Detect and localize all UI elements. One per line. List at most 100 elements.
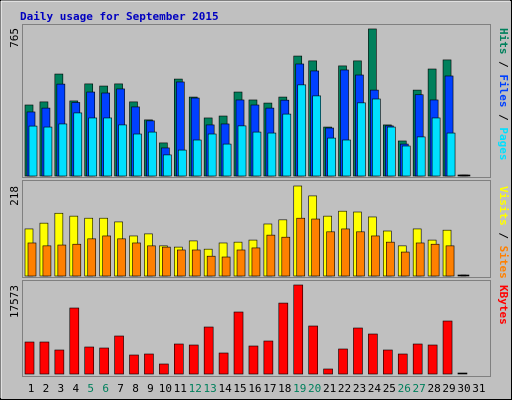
x-tick-label: 14 <box>218 382 232 395</box>
bar <box>39 341 50 375</box>
x-tick-label: 1 <box>28 382 35 395</box>
bar <box>222 143 232 177</box>
x-tick-label: 16 <box>248 382 261 395</box>
bar <box>192 139 202 177</box>
bar <box>148 131 157 177</box>
bar <box>308 325 318 375</box>
bar <box>397 353 408 375</box>
bar <box>178 149 187 177</box>
x-tick-label: 3 <box>58 382 65 395</box>
bar <box>326 231 335 277</box>
x-tick-label: 24 <box>368 382 382 395</box>
x-tick-label: 21 <box>323 382 336 395</box>
bar <box>69 307 80 375</box>
x-tick-label: 2 <box>43 382 50 395</box>
bar <box>177 249 186 277</box>
bar <box>460 274 470 277</box>
x-tick-label: 8 <box>132 382 139 395</box>
bar <box>401 145 411 177</box>
bar <box>57 244 67 277</box>
bar <box>103 117 112 177</box>
x-tick-label: 18 <box>278 382 291 395</box>
bar <box>278 302 289 375</box>
bar <box>207 133 217 177</box>
bar <box>296 217 306 277</box>
bar <box>445 245 455 277</box>
bar <box>430 243 440 277</box>
bar <box>163 154 172 177</box>
bar <box>42 245 52 277</box>
bar <box>191 249 201 277</box>
bar <box>282 113 292 177</box>
x-tick-label: 20 <box>308 382 321 395</box>
bar <box>431 117 441 177</box>
bar <box>206 255 216 277</box>
bar <box>400 251 410 277</box>
bar <box>293 284 304 375</box>
x-tick-label: 7 <box>117 382 124 395</box>
x-tick-label: 13 <box>204 382 217 395</box>
bar <box>88 117 98 177</box>
bar <box>368 333 378 375</box>
bar <box>341 228 350 277</box>
bar <box>281 236 291 277</box>
bar <box>267 132 277 177</box>
legend-entry: Sites <box>497 246 510 279</box>
bar <box>251 247 261 277</box>
x-tick-label: 5 <box>87 382 94 395</box>
y-tick-label: 17573 <box>8 285 21 318</box>
bar <box>147 245 156 277</box>
x-tick-label: 22 <box>338 382 351 395</box>
x-tick-label: 11 <box>174 382 187 395</box>
bar <box>412 343 423 375</box>
x-tick-label: 23 <box>353 382 366 395</box>
bar <box>263 340 274 375</box>
bar <box>371 235 380 277</box>
x-tick-label: 17 <box>263 382 276 395</box>
bar <box>87 238 97 277</box>
bar <box>118 124 127 177</box>
x-tick-label: 30 <box>457 382 470 395</box>
bar <box>446 132 456 177</box>
bar <box>54 349 65 375</box>
x-tick-label: 19 <box>293 382 306 395</box>
bar <box>353 327 363 375</box>
x-tick-label: 9 <box>147 382 154 395</box>
bar <box>461 174 471 177</box>
bar <box>383 349 393 375</box>
bar <box>129 354 139 375</box>
bar <box>117 238 126 277</box>
bar <box>73 112 83 177</box>
x-tick-label: 12 <box>189 382 202 395</box>
bar <box>188 344 199 375</box>
legend-entry: Files <box>497 74 510 107</box>
x-tick-label: 29 <box>442 382 455 395</box>
bar <box>387 126 396 177</box>
bar <box>233 311 244 375</box>
bar <box>24 341 35 375</box>
bar <box>356 231 365 277</box>
bar <box>372 98 381 177</box>
bar <box>248 345 259 375</box>
bar <box>342 139 351 177</box>
bar <box>27 242 37 277</box>
bar <box>144 353 154 375</box>
bar <box>457 372 468 375</box>
x-tick-label: 25 <box>383 382 396 395</box>
legend-separator: / <box>497 226 510 246</box>
bar <box>237 125 247 177</box>
chart-title: Daily usage for September 2015 <box>20 10 219 23</box>
legend-entry: Pages <box>497 127 510 160</box>
bar <box>99 347 109 375</box>
x-tick-label: 26 <box>398 382 411 395</box>
bar <box>357 102 366 177</box>
legend-entry: Visits <box>497 186 510 226</box>
bar <box>386 241 395 277</box>
bar <box>338 348 348 375</box>
legend: KBytes <box>497 285 510 325</box>
bar <box>114 335 124 375</box>
legend: Visits / Sites <box>497 186 510 279</box>
bar <box>84 346 95 375</box>
bar <box>323 368 333 375</box>
bar <box>442 320 453 375</box>
